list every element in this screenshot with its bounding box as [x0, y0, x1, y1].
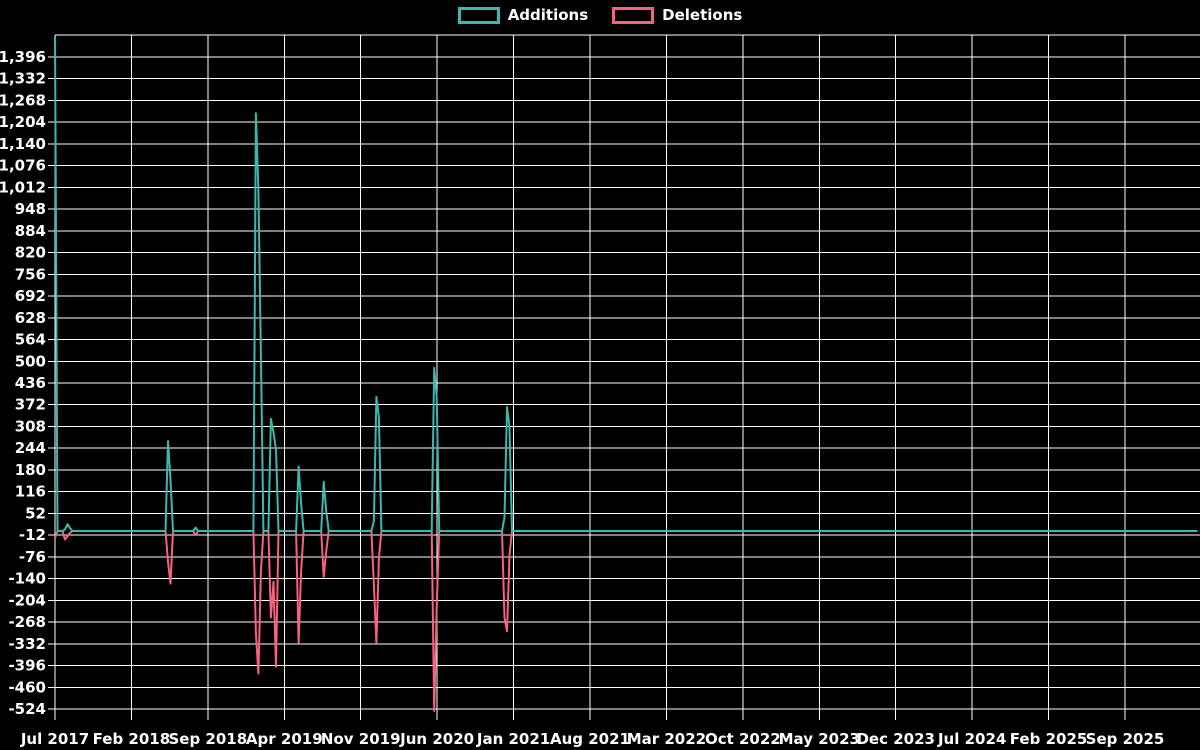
- x-axis-tick-label: Mar 2022: [627, 730, 706, 748]
- y-axis-tick-label: -140: [8, 570, 46, 588]
- y-axis-tick-label: 116: [15, 483, 46, 501]
- y-axis-tick-label: 436: [15, 374, 46, 392]
- legend-label-additions: Additions: [507, 6, 589, 24]
- y-axis-tick-label: 820: [15, 244, 46, 262]
- deletions-swatch-icon: [612, 7, 655, 24]
- y-axis-tick-label: 244: [15, 439, 46, 457]
- x-axis-tick-label: Sep 2025: [1086, 730, 1165, 748]
- x-axis-tick-label: Feb 2018: [93, 730, 171, 748]
- x-axis-tick-label: Jan 2021: [476, 730, 550, 748]
- deletions-line: [54, 530, 1198, 712]
- y-axis-tick-label: 180: [15, 461, 46, 479]
- y-axis-tick-label: -76: [19, 548, 46, 566]
- y-axis-tick-label: 1,204: [0, 113, 46, 131]
- legend-item-additions[interactable]: Additions: [457, 6, 589, 24]
- x-axis-tick-label: Aug 2021: [550, 730, 630, 748]
- y-axis-tick-label: 628: [15, 309, 46, 327]
- chart-legend: Additions Deletions: [0, 7, 1200, 24]
- y-axis-tick-label: 1,268: [0, 91, 46, 109]
- legend-label-deletions: Deletions: [662, 6, 743, 24]
- y-axis-tick-label: 308: [15, 417, 46, 435]
- y-axis-tick-label: 1,012: [0, 178, 46, 196]
- y-axis-tick-label: 372: [15, 396, 46, 414]
- x-axis-tick-label: Sep 2018: [169, 730, 248, 748]
- y-axis-tick-label: -460: [8, 678, 46, 696]
- y-axis-tick-label: 884: [15, 222, 46, 240]
- y-axis-tick-label: -524: [8, 700, 46, 718]
- y-axis-tick-label: 1,140: [0, 135, 46, 153]
- y-axis-tick-label: 756: [15, 265, 46, 283]
- y-axis-tick-label: -268: [8, 613, 46, 631]
- additions-swatch-icon: [457, 7, 500, 24]
- x-axis-tick-label: Jun 2020: [399, 730, 474, 748]
- y-axis-tick-label: -396: [8, 657, 46, 675]
- y-axis-tick-label: 1,396: [0, 48, 46, 66]
- y-axis-tick-label: 692: [15, 287, 46, 305]
- y-axis-tick-label: 500: [15, 352, 46, 370]
- y-axis-tick-label: 1,332: [0, 70, 46, 88]
- x-axis-tick-label: Jul 2017: [20, 730, 89, 748]
- x-axis-tick-label: Apr 2019: [246, 730, 323, 748]
- x-axis-tick-label: Jul 2024: [937, 730, 1006, 748]
- legend-item-deletions[interactable]: Deletions: [612, 7, 742, 24]
- y-axis-tick-label: 1,076: [0, 157, 46, 175]
- y-axis-tick-label: -12: [19, 526, 46, 544]
- y-axis-tick-label: 52: [25, 504, 46, 522]
- x-axis-tick-label: Dec 2023: [856, 730, 935, 748]
- x-axis-tick-label: May 2023: [779, 730, 860, 748]
- x-axis-tick-label: Oct 2022: [705, 730, 781, 748]
- y-axis-tick-label: 948: [15, 200, 46, 218]
- x-axis-tick-label: Feb 2025: [1010, 730, 1088, 748]
- x-axis-tick-label: Nov 2019: [321, 730, 401, 748]
- additions-line: [54, 35, 1198, 532]
- y-axis-tick-label: -204: [8, 591, 46, 609]
- y-axis-tick-label: 564: [15, 331, 46, 349]
- y-axis-tick-label: -332: [8, 635, 46, 653]
